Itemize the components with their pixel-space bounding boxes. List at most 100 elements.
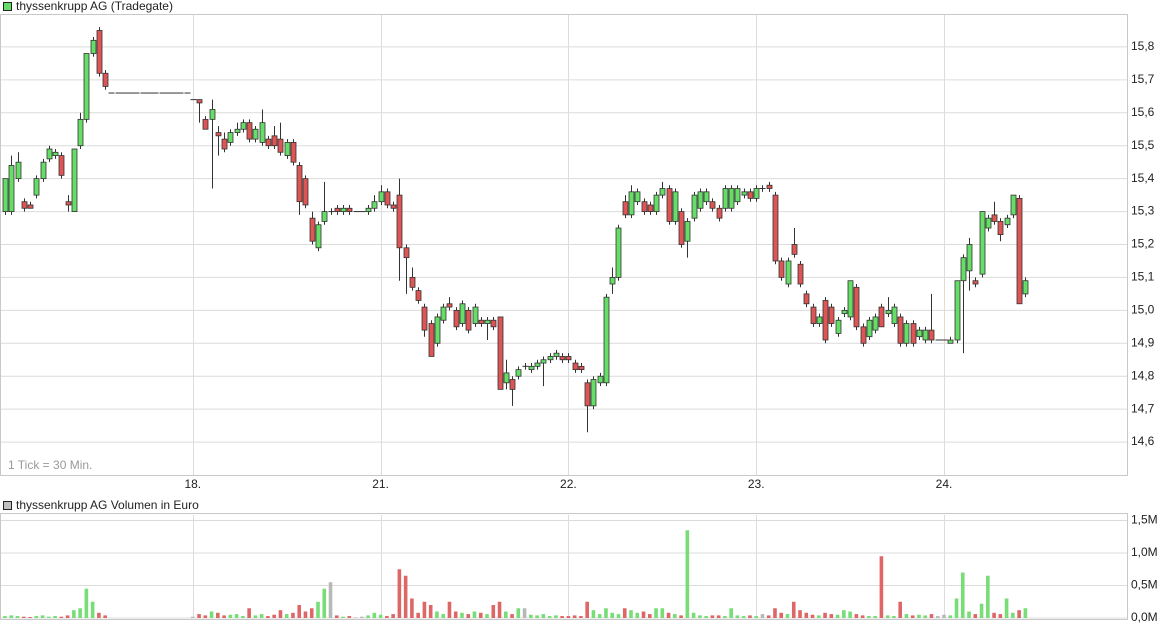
volume-bar — [660, 608, 665, 618]
y-tick-label: 0,5M — [1131, 578, 1158, 592]
y-tick-label: 14,9 — [1131, 335, 1155, 349]
volume-bar — [441, 614, 445, 618]
candle-body — [728, 188, 735, 209]
y-tick-label: 15,7 — [1131, 72, 1155, 86]
volume-bar — [410, 598, 414, 618]
volume-bar — [378, 614, 383, 618]
volume-bar — [453, 611, 458, 618]
candle-body — [484, 319, 491, 324]
volume-bar — [785, 614, 790, 618]
candle-body — [246, 122, 253, 140]
volume-bar — [1004, 598, 1009, 618]
candle-body — [590, 379, 597, 407]
candle-body — [365, 207, 372, 212]
candle-body — [8, 165, 15, 212]
volume-bar — [835, 614, 840, 618]
volume-bar — [478, 612, 483, 618]
candle-body — [209, 109, 216, 120]
volume-bar — [679, 615, 683, 618]
candle-body — [828, 306, 835, 324]
volume-bar — [779, 612, 784, 618]
candle-body — [340, 207, 347, 212]
candle-body — [547, 356, 554, 361]
candle-body — [1004, 217, 1011, 226]
volume-bar — [253, 615, 258, 618]
candle-body — [509, 379, 516, 390]
candle-body — [528, 365, 535, 371]
candle-body — [716, 207, 723, 219]
volume-bar — [622, 608, 627, 618]
candle-body — [722, 188, 729, 209]
volume-bar — [422, 601, 427, 618]
volume-bar — [259, 614, 264, 618]
volume-bar — [272, 614, 276, 618]
candle-body — [853, 286, 860, 328]
volume-bar — [416, 612, 420, 618]
volume-bar — [353, 617, 358, 618]
candle-body — [102, 72, 109, 87]
candle-body — [446, 303, 453, 308]
candle-body — [1010, 194, 1017, 216]
y-tick-label: 14,8 — [1131, 368, 1155, 382]
candle-body — [240, 122, 247, 130]
volume-bar — [9, 615, 14, 618]
volume-bar — [435, 611, 439, 618]
volume-bar — [1011, 612, 1015, 618]
volume-bar — [654, 608, 658, 618]
volume-bar — [597, 614, 602, 618]
candle-body — [891, 306, 898, 324]
volume-bar — [673, 614, 677, 618]
candle-body — [659, 188, 666, 196]
legend-label: thyssenkrupp AG (Tradegate) — [16, 0, 173, 13]
candle-body — [259, 122, 266, 143]
candle-body — [553, 352, 560, 357]
volume-bar — [904, 614, 909, 618]
volume-bar — [698, 615, 702, 618]
volume-bar — [21, 616, 26, 618]
volume-bar — [910, 615, 915, 618]
volume-bar — [460, 612, 464, 618]
volume-bar — [78, 608, 82, 618]
y-tick-label: 1,5M — [1131, 513, 1158, 527]
candle-body — [803, 293, 810, 305]
volume-bar — [428, 605, 433, 618]
volume-bar — [929, 614, 934, 618]
candle-body — [396, 194, 403, 249]
candle-body — [234, 128, 241, 133]
candle-body — [666, 188, 673, 222]
candle-body — [979, 211, 986, 275]
candle-body — [903, 323, 910, 344]
candle-body — [453, 309, 460, 328]
y-tick-label: 15,6 — [1131, 105, 1155, 119]
volume-bar — [798, 610, 802, 618]
volume-bar — [491, 605, 496, 618]
volume-bar — [823, 612, 827, 618]
candle-body — [21, 201, 28, 209]
volume-bar — [303, 611, 308, 618]
candle-body — [490, 319, 497, 328]
volume-bar — [504, 611, 508, 618]
volume-bar — [766, 615, 771, 618]
volume-bar — [234, 614, 239, 618]
candle-body — [672, 191, 679, 222]
volume-bar — [541, 614, 546, 618]
candle-body — [772, 194, 779, 262]
volume-bar — [992, 612, 996, 618]
candle-body — [534, 362, 541, 367]
candle-body — [409, 277, 416, 288]
candle-body — [252, 128, 259, 140]
volume-bar — [547, 616, 552, 618]
candle-body — [403, 247, 410, 259]
volume-bar — [935, 616, 940, 618]
candle-body — [277, 138, 284, 153]
candle-body — [972, 280, 979, 285]
candle-body — [77, 118, 84, 147]
volume-bar — [228, 614, 233, 618]
candle-body — [622, 201, 629, 216]
volume-bar — [604, 608, 608, 618]
volume-bar — [360, 616, 364, 618]
volume-bar — [629, 610, 633, 618]
volume-bar — [716, 615, 721, 618]
volume-bar — [854, 614, 859, 618]
candle-body — [321, 211, 328, 222]
